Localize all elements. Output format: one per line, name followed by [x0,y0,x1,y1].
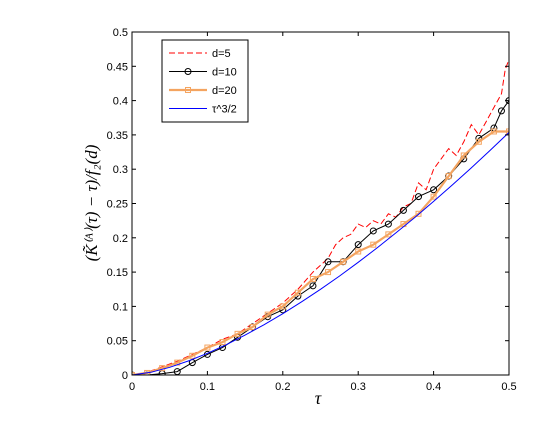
legend: d=5 d=10 d=20 τ^3/2 [161,39,249,123]
series-point [324,258,332,266]
series-line-2 [132,100,509,375]
x-tick-label: 0.1 [200,381,215,393]
y-tick-label: 0.25 [107,199,128,211]
y-tick-label: 0.3 [113,164,128,176]
series-point [294,289,301,296]
x-tick-label: 0.2 [275,381,290,393]
series-point [204,344,211,351]
x-tick-label: 0 [129,381,135,393]
series-layer [132,59,509,375]
series-point [355,248,362,255]
series-point [370,241,377,248]
series-point [475,138,482,145]
series-point [219,339,226,346]
series-point [460,152,467,159]
x-tick-label: 0.3 [351,381,366,393]
series-point [264,311,271,318]
series-point [497,107,505,115]
series-point [430,186,438,194]
series-point [309,275,316,282]
series-point [385,231,392,238]
series-point [384,220,392,228]
y-tick-label: 0.45 [107,61,128,73]
series-point [234,330,241,337]
x-tick-label: 0.5 [501,381,516,393]
x-axis-label: τ [315,388,322,408]
legend-label: τ^3/2 [212,104,237,116]
series-point [309,282,317,290]
legend-marker [185,87,191,93]
y-tick-label: 0 [122,370,128,382]
y-tick-label: 0.15 [107,267,128,279]
legend-label: d=20 [212,85,237,97]
series-point [415,193,423,201]
series-line-4 [132,132,509,375]
series-point [354,241,362,249]
series-point [415,210,422,217]
legend-label: d=10 [212,67,237,79]
y-tick-label: 0.2 [113,233,128,245]
y-tick-label: 0.05 [107,336,128,348]
y-tick-label: 0.5 [113,27,128,39]
x-tick-label: 0.4 [426,381,441,393]
series-point [325,269,332,276]
series-point [369,227,377,235]
y-tick-label: 0.35 [107,130,128,142]
y-tick-label: 0.4 [113,96,128,108]
series-point [445,173,452,180]
y-tick-label: 0.1 [113,301,128,313]
series-point [430,193,437,200]
series-line-1 [132,59,509,375]
ticks-layer: 0 0.1 0.2 0.3 0.4 0.5 0 0.05 0.1 0.15 0.2 0.25 0.3 0.… [107,27,517,393]
series-point [340,258,347,265]
y-axis-label: (K̃⁽ᴬ⁾(τ) − τ)/f₂(d) [82,144,101,261]
legend-label: d=5 [212,48,231,60]
series-point [249,323,256,330]
series-point [506,128,509,135]
series-point [279,303,286,310]
series-point [189,352,196,359]
series-point [490,128,497,135]
legend-marker [184,68,192,75]
series-line-3 [132,130,509,375]
series-point [399,206,407,214]
